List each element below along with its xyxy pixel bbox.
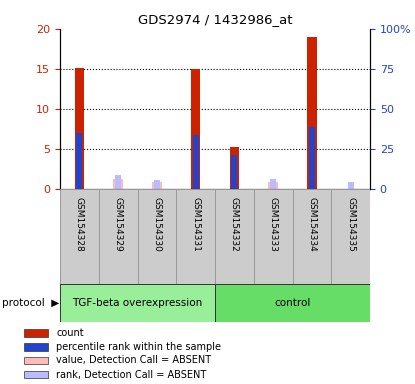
Text: TGF-beta overexpression: TGF-beta overexpression <box>72 298 203 308</box>
Bar <box>176 189 215 284</box>
Title: GDS2974 / 1432986_at: GDS2974 / 1432986_at <box>138 13 292 26</box>
Bar <box>152 182 162 189</box>
Text: count: count <box>56 328 84 338</box>
Bar <box>331 189 370 284</box>
Bar <box>293 189 331 284</box>
Text: control: control <box>274 298 311 308</box>
Bar <box>348 182 354 189</box>
Bar <box>113 179 123 189</box>
Bar <box>99 189 137 284</box>
Bar <box>307 37 317 189</box>
Bar <box>254 189 293 284</box>
Bar <box>75 68 84 189</box>
Bar <box>193 136 198 189</box>
Text: value, Detection Call = ABSENT: value, Detection Call = ABSENT <box>56 356 211 366</box>
Bar <box>309 127 315 189</box>
Bar <box>137 189 176 284</box>
Text: percentile rank within the sample: percentile rank within the sample <box>56 342 221 352</box>
Text: GSM154329: GSM154329 <box>114 197 122 252</box>
Text: GSM154328: GSM154328 <box>75 197 84 252</box>
Bar <box>154 180 160 189</box>
Bar <box>76 133 82 189</box>
Bar <box>229 147 239 189</box>
Bar <box>215 284 370 322</box>
Text: GSM154335: GSM154335 <box>346 197 355 252</box>
Text: GSM154332: GSM154332 <box>230 197 239 252</box>
Bar <box>24 343 48 351</box>
Bar <box>24 329 48 337</box>
Text: GSM154331: GSM154331 <box>191 197 200 252</box>
Bar <box>215 189 254 284</box>
Bar <box>115 175 121 189</box>
Text: rank, Detection Call = ABSENT: rank, Detection Call = ABSENT <box>56 370 206 380</box>
Text: protocol  ▶: protocol ▶ <box>2 298 59 308</box>
Bar <box>60 284 215 322</box>
Bar <box>268 182 278 189</box>
Bar <box>191 69 200 189</box>
Bar <box>60 189 99 284</box>
Bar <box>24 371 48 378</box>
Bar <box>232 156 237 189</box>
Text: GSM154330: GSM154330 <box>152 197 161 252</box>
Text: GSM154334: GSM154334 <box>308 197 316 252</box>
Bar <box>24 357 48 364</box>
Bar <box>270 179 276 189</box>
Text: GSM154333: GSM154333 <box>269 197 278 252</box>
